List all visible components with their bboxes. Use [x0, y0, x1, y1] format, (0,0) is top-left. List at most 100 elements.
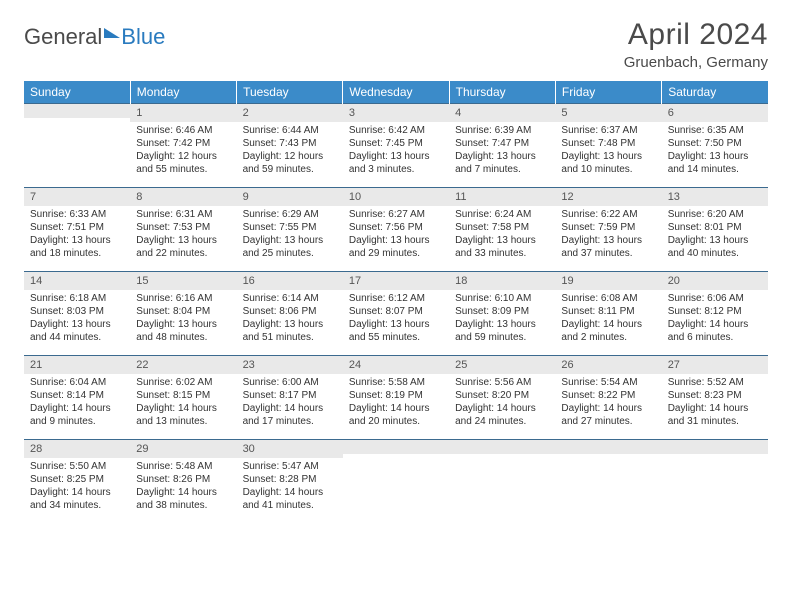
calendar-cell: 29Sunrise: 5:48 AMSunset: 8:26 PMDayligh… [130, 440, 236, 524]
daylight-line2: and 9 minutes. [30, 415, 124, 428]
sunrise-text: Sunrise: 6:27 AM [349, 208, 443, 221]
calendar-row: 14Sunrise: 6:18 AMSunset: 8:03 PMDayligh… [24, 272, 768, 356]
day-details: Sunrise: 5:58 AMSunset: 8:19 PMDaylight:… [343, 374, 449, 432]
daylight-line2: and 40 minutes. [668, 247, 762, 260]
daylight-line2: and 6 minutes. [668, 331, 762, 344]
day-header: Friday [555, 81, 661, 104]
day-details: Sunrise: 6:20 AMSunset: 8:01 PMDaylight:… [662, 206, 768, 264]
day-number: 4 [449, 104, 555, 122]
daylight-line2: and 38 minutes. [136, 499, 230, 512]
title-block: April 2024 Gruenbach, Germany [624, 18, 768, 71]
day-details: Sunrise: 5:48 AMSunset: 8:26 PMDaylight:… [130, 458, 236, 516]
sunset-text: Sunset: 7:58 PM [455, 221, 549, 234]
calendar-cell: 27Sunrise: 5:52 AMSunset: 8:23 PMDayligh… [662, 356, 768, 440]
day-details: Sunrise: 5:50 AMSunset: 8:25 PMDaylight:… [24, 458, 130, 516]
calendar-cell [662, 440, 768, 524]
daylight-line2: and 22 minutes. [136, 247, 230, 260]
sunrise-text: Sunrise: 6:06 AM [668, 292, 762, 305]
day-details: Sunrise: 6:04 AMSunset: 8:14 PMDaylight:… [24, 374, 130, 432]
calendar-cell: 10Sunrise: 6:27 AMSunset: 7:56 PMDayligh… [343, 188, 449, 272]
day-number: 13 [662, 188, 768, 206]
month-title: April 2024 [624, 18, 768, 52]
day-number: 8 [130, 188, 236, 206]
day-number: 5 [555, 104, 661, 122]
calendar-cell [555, 440, 661, 524]
sunset-text: Sunset: 8:11 PM [561, 305, 655, 318]
day-details: Sunrise: 6:29 AMSunset: 7:55 PMDaylight:… [237, 206, 343, 264]
calendar-cell: 9Sunrise: 6:29 AMSunset: 7:55 PMDaylight… [237, 188, 343, 272]
day-number: 11 [449, 188, 555, 206]
daylight-line2: and 18 minutes. [30, 247, 124, 260]
sunrise-text: Sunrise: 5:48 AM [136, 460, 230, 473]
daylight-line1: Daylight: 13 hours [136, 234, 230, 247]
daylight-line2: and 20 minutes. [349, 415, 443, 428]
sunrise-text: Sunrise: 6:20 AM [668, 208, 762, 221]
day-number: 16 [237, 272, 343, 290]
day-number: 10 [343, 188, 449, 206]
sunset-text: Sunset: 8:06 PM [243, 305, 337, 318]
day-number: 28 [24, 440, 130, 458]
day-number: 17 [343, 272, 449, 290]
daylight-line1: Daylight: 14 hours [243, 486, 337, 499]
day-details: Sunrise: 6:42 AMSunset: 7:45 PMDaylight:… [343, 122, 449, 180]
daylight-line2: and 37 minutes. [561, 247, 655, 260]
day-number: 14 [24, 272, 130, 290]
sunset-text: Sunset: 7:42 PM [136, 137, 230, 150]
day-number: 7 [24, 188, 130, 206]
day-details: Sunrise: 6:39 AMSunset: 7:47 PMDaylight:… [449, 122, 555, 180]
daylight-line2: and 51 minutes. [243, 331, 337, 344]
sunrise-text: Sunrise: 5:47 AM [243, 460, 337, 473]
daylight-line1: Daylight: 14 hours [136, 402, 230, 415]
day-header-row: SundayMondayTuesdayWednesdayThursdayFrid… [24, 81, 768, 104]
page: General Blue April 2024 Gruenbach, Germa… [0, 0, 792, 542]
daylight-line1: Daylight: 13 hours [349, 234, 443, 247]
day-details: Sunrise: 6:02 AMSunset: 8:15 PMDaylight:… [130, 374, 236, 432]
day-header: Sunday [24, 81, 130, 104]
sunrise-text: Sunrise: 6:18 AM [30, 292, 124, 305]
day-details: Sunrise: 5:47 AMSunset: 8:28 PMDaylight:… [237, 458, 343, 516]
sunrise-text: Sunrise: 6:14 AM [243, 292, 337, 305]
day-number: 6 [662, 104, 768, 122]
day-number: 24 [343, 356, 449, 374]
daylight-line2: and 3 minutes. [349, 163, 443, 176]
calendar-cell: 30Sunrise: 5:47 AMSunset: 8:28 PMDayligh… [237, 440, 343, 524]
day-number: 30 [237, 440, 343, 458]
daylight-line1: Daylight: 13 hours [243, 234, 337, 247]
daylight-line1: Daylight: 14 hours [136, 486, 230, 499]
sunrise-text: Sunrise: 6:02 AM [136, 376, 230, 389]
sunset-text: Sunset: 7:50 PM [668, 137, 762, 150]
daylight-line2: and 27 minutes. [561, 415, 655, 428]
daylight-line2: and 55 minutes. [136, 163, 230, 176]
day-number [343, 440, 449, 454]
day-number: 18 [449, 272, 555, 290]
logo-text-2: Blue [121, 24, 165, 50]
sunrise-text: Sunrise: 6:37 AM [561, 124, 655, 137]
day-details: Sunrise: 6:27 AMSunset: 7:56 PMDaylight:… [343, 206, 449, 264]
daylight-line2: and 55 minutes. [349, 331, 443, 344]
day-details: Sunrise: 6:18 AMSunset: 8:03 PMDaylight:… [24, 290, 130, 348]
daylight-line1: Daylight: 14 hours [561, 402, 655, 415]
daylight-line2: and 59 minutes. [455, 331, 549, 344]
sunset-text: Sunset: 8:07 PM [349, 305, 443, 318]
daylight-line1: Daylight: 13 hours [349, 318, 443, 331]
sunset-text: Sunset: 8:28 PM [243, 473, 337, 486]
daylight-line1: Daylight: 13 hours [30, 318, 124, 331]
calendar-cell: 6Sunrise: 6:35 AMSunset: 7:50 PMDaylight… [662, 104, 768, 188]
day-details: Sunrise: 6:06 AMSunset: 8:12 PMDaylight:… [662, 290, 768, 348]
calendar-cell [449, 440, 555, 524]
daylight-line2: and 10 minutes. [561, 163, 655, 176]
sunrise-text: Sunrise: 6:35 AM [668, 124, 762, 137]
calendar-table: SundayMondayTuesdayWednesdayThursdayFrid… [24, 81, 768, 524]
calendar-cell: 19Sunrise: 6:08 AMSunset: 8:11 PMDayligh… [555, 272, 661, 356]
day-header: Tuesday [237, 81, 343, 104]
day-number: 3 [343, 104, 449, 122]
calendar-cell: 15Sunrise: 6:16 AMSunset: 8:04 PMDayligh… [130, 272, 236, 356]
sunrise-text: Sunrise: 6:16 AM [136, 292, 230, 305]
day-details: Sunrise: 6:31 AMSunset: 7:53 PMDaylight:… [130, 206, 236, 264]
sunset-text: Sunset: 7:55 PM [243, 221, 337, 234]
day-details: Sunrise: 6:35 AMSunset: 7:50 PMDaylight:… [662, 122, 768, 180]
calendar-cell: 13Sunrise: 6:20 AMSunset: 8:01 PMDayligh… [662, 188, 768, 272]
sunset-text: Sunset: 8:01 PM [668, 221, 762, 234]
day-details: Sunrise: 6:10 AMSunset: 8:09 PMDaylight:… [449, 290, 555, 348]
sunrise-text: Sunrise: 6:33 AM [30, 208, 124, 221]
